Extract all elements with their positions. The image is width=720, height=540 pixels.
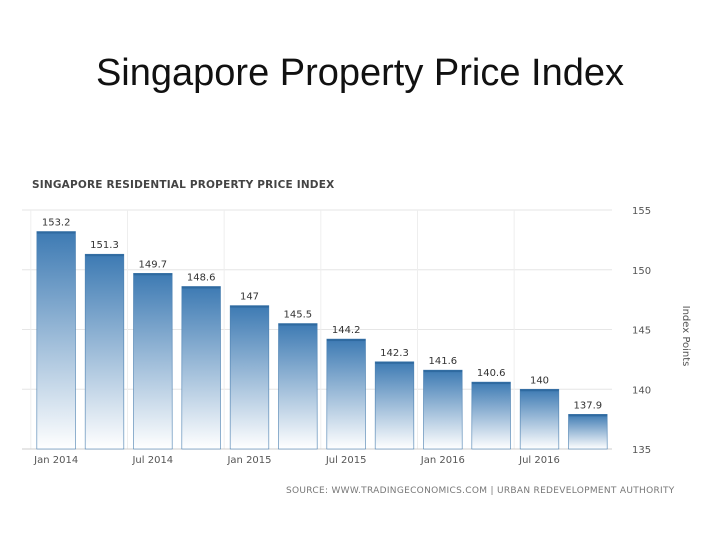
bar-top-edge bbox=[36, 231, 76, 234]
bar-top-edge bbox=[375, 361, 414, 364]
bar bbox=[84, 253, 125, 450]
bar bbox=[133, 273, 173, 450]
bar bbox=[568, 414, 608, 450]
data-label: 144.2 bbox=[332, 325, 361, 336]
bar-top-edge bbox=[230, 305, 269, 308]
y-tick-label: 155 bbox=[632, 206, 651, 217]
x-tick-label: Jul 2015 bbox=[325, 455, 367, 466]
y-axis-ticks: 135 140 145 150 155 bbox=[632, 206, 651, 456]
data-label: 142.3 bbox=[380, 348, 409, 359]
bar-top-edge bbox=[568, 414, 608, 417]
data-label: 141.6 bbox=[429, 356, 458, 367]
data-label: 147 bbox=[240, 292, 259, 303]
bar-top-edge bbox=[471, 382, 511, 385]
bar bbox=[374, 361, 415, 450]
x-tick-label: Jan 2014 bbox=[33, 455, 78, 466]
y-axis-label: Index Points bbox=[680, 306, 691, 367]
x-tick-label: Jan 2016 bbox=[420, 455, 465, 466]
source-note: SOURCE: WWW.TRADINGECONOMICS.COM | URBAN… bbox=[286, 486, 675, 496]
chart-title: SINGAPORE RESIDENTIAL PROPERTY PRICE IND… bbox=[32, 179, 334, 191]
y-tick-label: 150 bbox=[632, 266, 651, 277]
bar-top-edge bbox=[133, 273, 173, 276]
bars bbox=[36, 231, 608, 450]
bar bbox=[423, 369, 463, 450]
bar bbox=[181, 286, 221, 450]
data-label: 140 bbox=[530, 375, 549, 386]
bar bbox=[326, 338, 366, 450]
bar-top-edge bbox=[520, 389, 559, 392]
data-label: 148.6 bbox=[187, 272, 216, 283]
bar bbox=[229, 305, 270, 450]
bar bbox=[519, 388, 560, 450]
bar bbox=[36, 231, 76, 450]
y-tick-label: 140 bbox=[632, 385, 651, 396]
data-label: 137.9 bbox=[574, 400, 603, 411]
x-tick-label: Jul 2016 bbox=[518, 455, 560, 466]
x-tick-label: Jul 2014 bbox=[131, 455, 173, 466]
bar-top-edge bbox=[85, 254, 124, 257]
data-label: 151.3 bbox=[90, 240, 119, 251]
data-label: 153.2 bbox=[42, 218, 71, 229]
bar-top-edge bbox=[181, 286, 221, 289]
y-tick-label: 145 bbox=[632, 326, 651, 337]
data-label: 140.6 bbox=[477, 368, 506, 379]
x-tick-label: Jan 2015 bbox=[226, 455, 271, 466]
bar-top-edge bbox=[423, 370, 463, 373]
x-axis-ticks: Jan 2014 Jul 2014 Jan 2015 Jul 2015 Jan 2016… bbox=[33, 455, 560, 466]
slide-title: Singapore Property Price Index bbox=[95, 52, 625, 94]
bar bbox=[471, 381, 511, 450]
bar bbox=[278, 323, 318, 450]
y-tick-label: 135 bbox=[632, 445, 651, 456]
data-labels: 153.2 151.3 149.7 148.6 147 145.5 144.2 142.3 14… bbox=[42, 218, 602, 412]
bar-top-edge bbox=[326, 339, 366, 342]
data-label: 145.5 bbox=[284, 310, 313, 321]
data-label: 149.7 bbox=[139, 259, 168, 270]
bar-top-edge bbox=[278, 323, 318, 326]
